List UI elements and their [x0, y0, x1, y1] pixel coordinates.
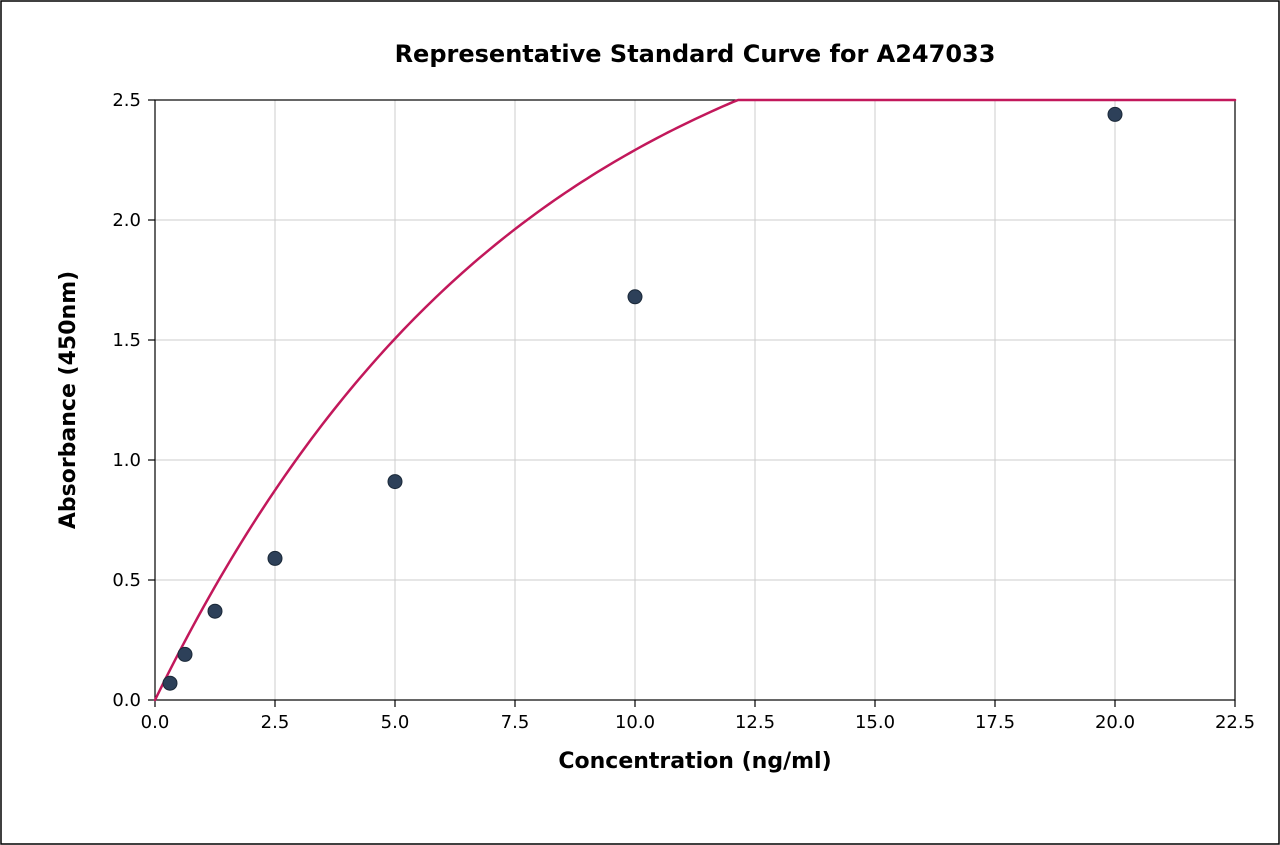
data-point — [268, 551, 282, 565]
y-tick-label: 0.0 — [112, 690, 141, 711]
y-tick-label: 2.0 — [112, 210, 141, 231]
data-point — [163, 676, 177, 690]
data-point — [1108, 107, 1122, 121]
x-axis-label: Concentration (ng/ml) — [558, 749, 831, 774]
x-tick-label: 2.5 — [261, 712, 290, 733]
data-point — [628, 290, 642, 304]
x-tick-label: 15.0 — [855, 712, 895, 733]
y-tick-label: 0.5 — [112, 570, 141, 591]
x-tick-label: 22.5 — [1215, 712, 1255, 733]
chart-title: Representative Standard Curve for A24703… — [395, 40, 996, 68]
data-point — [178, 647, 192, 661]
y-tick-label: 1.5 — [112, 330, 141, 351]
data-point — [388, 475, 402, 489]
y-tick-label: 1.0 — [112, 450, 141, 471]
x-tick-label: 10.0 — [615, 712, 655, 733]
x-tick-label: 7.5 — [501, 712, 530, 733]
plot-background — [155, 100, 1235, 700]
x-tick-label: 20.0 — [1095, 712, 1135, 733]
x-tick-label: 5.0 — [381, 712, 410, 733]
x-tick-label: 0.0 — [141, 712, 170, 733]
data-point — [208, 604, 222, 618]
y-tick-label: 2.5 — [112, 90, 141, 111]
y-axis-label: Absorbance (450nm) — [56, 271, 81, 529]
x-tick-label: 12.5 — [735, 712, 775, 733]
chart-container: 0.0 2.5 5.0 7.5 10.0 12.5 15.0 17.5 20.0 22.5 0.0 0… — [0, 0, 1280, 845]
x-tick-label: 17.5 — [975, 712, 1015, 733]
standard-curve-chart: 0.0 2.5 5.0 7.5 10.0 12.5 15.0 17.5 20.0 22.5 0.0 0… — [0, 0, 1280, 845]
